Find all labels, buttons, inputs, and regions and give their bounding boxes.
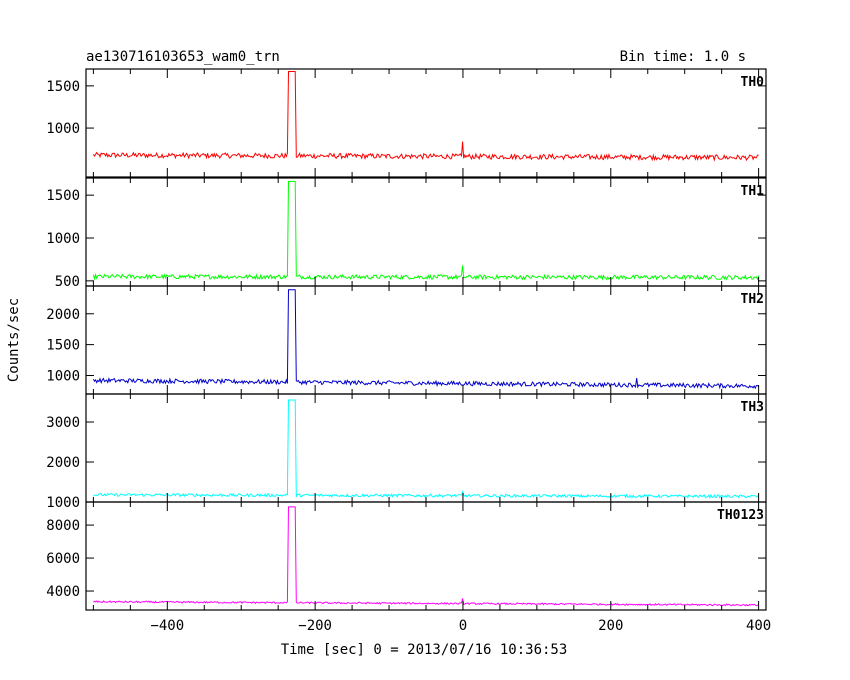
x-tick-label: −200 bbox=[298, 618, 332, 634]
y-tick-label: 1500 bbox=[46, 79, 80, 95]
y-tick-label: 1000 bbox=[46, 231, 80, 247]
y-tick-label: 2000 bbox=[46, 455, 80, 471]
chart-title: ae130716103653_wam0_trn bbox=[86, 49, 280, 65]
y-tick-label: 1000 bbox=[46, 495, 80, 511]
y-tick-label: 3000 bbox=[46, 415, 80, 431]
panel-frame-th3 bbox=[85, 393, 767, 503]
panel-label-th2: TH2 bbox=[741, 292, 764, 307]
x-tick-label: 400 bbox=[746, 618, 771, 634]
y-tick-label: 8000 bbox=[46, 518, 80, 534]
x-tick-label: 200 bbox=[598, 618, 623, 634]
panel-label-th0: TH0 bbox=[741, 75, 765, 90]
y-tick-label: 500 bbox=[55, 274, 80, 290]
panel-label-th1: TH1 bbox=[741, 184, 765, 199]
y-tick-label: 1000 bbox=[46, 121, 80, 137]
series-line-th2 bbox=[92, 289, 759, 390]
x-tick-label: 0 bbox=[459, 618, 467, 634]
series-line-th1 bbox=[92, 180, 760, 281]
x-axis-label: Time [sec] 0 = 2013/07/16 10:36:53 bbox=[281, 642, 568, 658]
y-tick-label: 6000 bbox=[46, 551, 80, 567]
x-axis: −400 −200 0 200 400 bbox=[150, 618, 771, 634]
panel-frame-th2 bbox=[85, 285, 767, 395]
y-tick-label: 2000 bbox=[46, 307, 80, 323]
series-line-th0123 bbox=[93, 506, 759, 607]
panel-label-th3: TH3 bbox=[741, 400, 764, 415]
y-tick-label: 1500 bbox=[46, 188, 80, 204]
y-axis-label: Counts/sec bbox=[6, 298, 22, 382]
series-line-th3 bbox=[93, 399, 759, 499]
y-tick-label: 4000 bbox=[46, 584, 80, 600]
y-tick-label: 1500 bbox=[46, 338, 80, 354]
panel-label-th0123: TH0123 bbox=[717, 508, 764, 523]
series-line-th0 bbox=[92, 71, 759, 162]
panel-frame-th0123 bbox=[85, 501, 767, 611]
x-tick-label: −400 bbox=[150, 618, 184, 634]
panel-frame-th0 bbox=[85, 68, 767, 178]
bin-time-label: Bin time: 1.0 s bbox=[620, 49, 746, 65]
panels-group: TH0 1000 1500 TH1 500 1000 1500 TH2 1000 1500 2000… bbox=[46, 68, 767, 611]
y-tick-label: 1000 bbox=[46, 368, 80, 384]
panel-frame-th1 bbox=[85, 177, 767, 287]
